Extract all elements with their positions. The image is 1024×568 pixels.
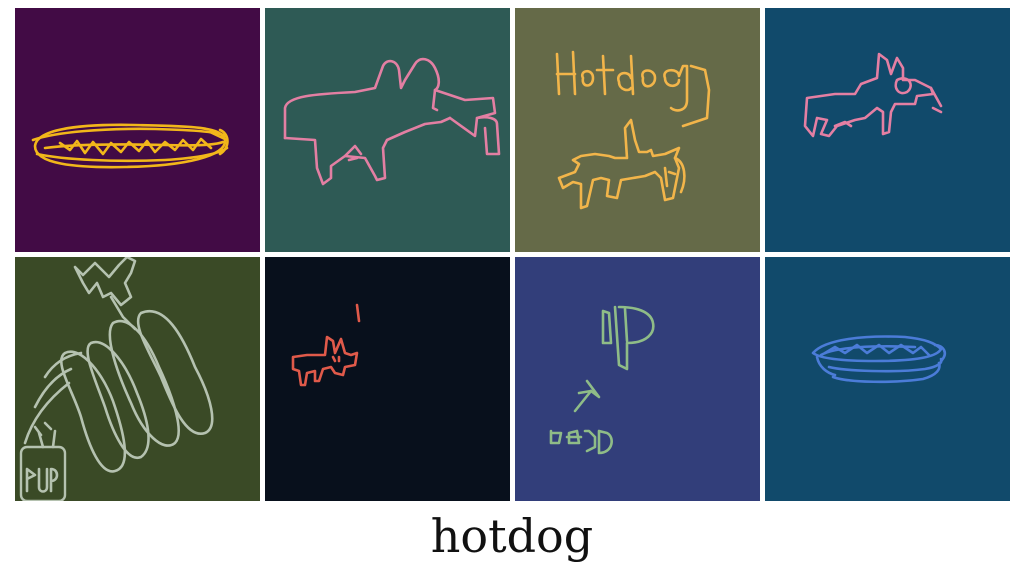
drawing-tile-8 [765,257,1010,501]
drawing-tile-4 [765,8,1010,252]
drawing-tile-6 [265,257,510,501]
dog-sketch-with-text-icon [555,50,711,210]
drawing-tile-7 [515,257,760,501]
drawing-tile-5 [15,257,260,501]
drawing-tile-3 [515,8,760,252]
drawing-tile-2 [265,8,510,252]
abstract-doodle-icon [549,305,655,455]
hotdog-scribble-icon [31,123,229,169]
dog-sketch-icon [283,57,501,186]
caption-label: hotdog [430,509,594,563]
drawing-grid [15,8,1010,501]
small-dog-sketch-icon [291,303,361,387]
hotdog-sketch-icon [811,335,947,384]
drawing-tile-1 [15,8,260,252]
dog-sketch-icon [803,52,943,138]
hotdogs-in-hand-icon [19,257,214,501]
